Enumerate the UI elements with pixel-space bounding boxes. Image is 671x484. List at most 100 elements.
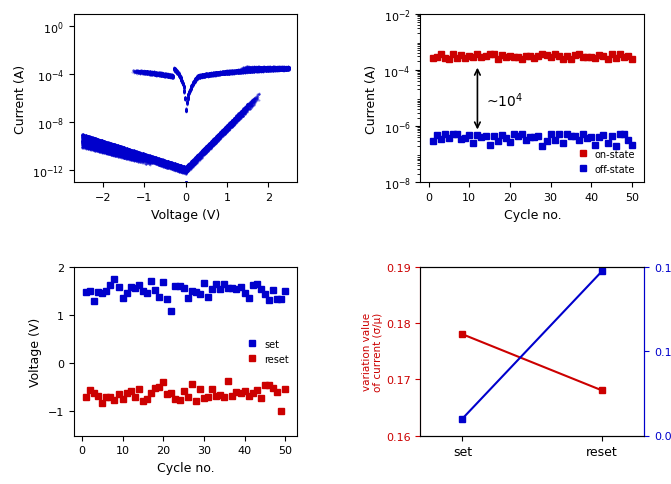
on-state [555,54,563,60]
on-state [506,54,514,60]
set [228,286,236,292]
off-state [543,139,551,145]
off-state [498,133,506,139]
set [127,285,135,291]
reset [232,389,240,395]
off-state [429,138,437,144]
off-state [587,135,595,140]
on-state [522,54,530,60]
on-state [591,56,599,61]
set [192,290,200,296]
on-state [559,57,567,62]
set [176,283,184,289]
off-state [583,136,591,142]
reset [102,395,110,401]
reset [220,394,228,400]
on-state [441,56,449,61]
set [107,282,115,288]
set [102,288,110,294]
Line: reset: reset [83,378,288,414]
on-state [453,56,461,61]
reset [184,394,192,400]
off-state [616,132,624,138]
off-state [591,143,599,149]
set [265,297,273,303]
reset [159,379,167,385]
set [232,286,240,292]
set [82,289,90,295]
reset [139,398,147,404]
set [184,296,192,302]
X-axis label: Cycle no.: Cycle no. [503,208,561,221]
reset [90,391,98,396]
off-state [461,136,469,141]
set [216,286,224,292]
on-state [620,55,628,61]
on-state [482,54,490,60]
set [147,278,155,284]
off-state [563,132,571,137]
off-state [494,139,502,145]
on-state [518,57,526,62]
set [212,281,220,287]
set [98,290,106,296]
Legend: set, reset: set, reset [244,335,293,368]
off-state [538,144,546,150]
on-state [583,55,591,60]
set [94,289,102,295]
reset [265,382,273,388]
set [139,289,147,295]
on-state [579,55,587,61]
reset [131,394,139,400]
off-state [522,138,530,144]
reset [241,388,249,394]
reset [204,394,212,400]
reset [253,387,261,393]
set [245,296,253,302]
off-state [608,134,616,139]
reset [123,391,131,396]
on-state [628,57,636,63]
reset [228,393,236,399]
off-state [603,141,611,147]
off-state [441,132,449,138]
on-state [461,56,469,62]
reset [155,384,163,390]
reset [107,394,115,400]
X-axis label: Voltage (V): Voltage (V) [151,208,220,221]
off-state [579,132,587,138]
reset [135,387,143,393]
set [188,288,196,294]
on-state [465,54,473,60]
reset [236,391,244,396]
on-state [616,52,624,58]
set [131,286,139,291]
on-state [551,52,559,58]
off-state [555,132,563,137]
set [180,286,188,292]
Line: set: set [83,276,288,314]
off-state [445,136,453,141]
set [196,291,204,297]
reset [216,393,224,398]
on-state [445,57,453,62]
on-state [469,55,477,61]
set [86,288,94,294]
set [204,294,212,300]
set [269,288,277,294]
on-state [449,52,457,58]
off-state [514,134,522,139]
reset [277,408,285,414]
reset [127,388,135,393]
set [224,285,232,291]
set [111,276,119,282]
off-state [575,137,583,143]
reset [261,382,269,388]
off-state [526,135,534,140]
off-state [624,138,632,144]
set [220,281,228,287]
set [115,285,123,290]
on-state [534,54,542,60]
on-state [498,52,506,58]
off-state [518,132,526,137]
